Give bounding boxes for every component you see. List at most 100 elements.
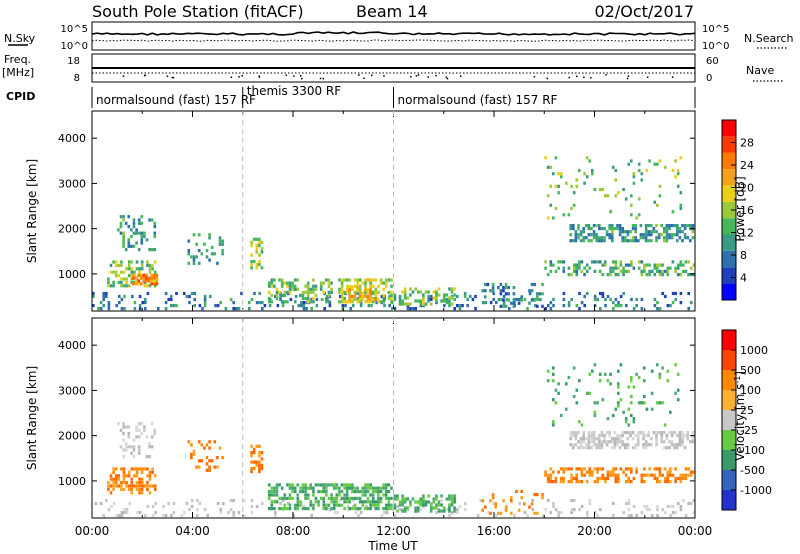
echo-cell: [585, 391, 589, 395]
echo-cell: [301, 297, 305, 301]
echo-cell: [339, 294, 342, 299]
echo-cell: [622, 470, 625, 474]
echo-cell: [142, 273, 146, 277]
echo-cell: [143, 231, 146, 235]
echo-cell: [208, 233, 211, 237]
echo-cell: [614, 467, 618, 471]
echo-cell: [569, 443, 572, 447]
echo-cell: [340, 284, 344, 288]
echo-cell: [613, 227, 617, 231]
echo-cell: [572, 434, 575, 438]
echo-cell: [575, 476, 579, 480]
echo-cell: [291, 483, 294, 487]
echo-cell: [559, 480, 563, 484]
nave-dot: [568, 76, 570, 79]
echo-cell: [463, 508, 467, 512]
echo-cell: [332, 500, 336, 504]
echo-cell: [630, 260, 633, 264]
echo-cell: [396, 494, 399, 498]
echo-cell: [107, 284, 110, 288]
echo-cell: [273, 486, 276, 490]
echo-cell: [533, 298, 536, 302]
echo-cell: [322, 486, 326, 490]
echo-cell: [445, 508, 449, 512]
echo-cell: [267, 297, 271, 301]
echo-cell: [440, 498, 443, 503]
echo-cell: [619, 363, 623, 367]
echo-cell: [107, 280, 110, 284]
echo-cell: [619, 269, 623, 273]
echo-cell: [183, 511, 186, 515]
echo-cell: [600, 236, 604, 240]
echo-cell: [137, 282, 140, 286]
colorbar-tick-label: 24: [740, 159, 754, 172]
echo-cell: [559, 476, 563, 480]
echo-cell: [671, 504, 675, 509]
echo-cell: [598, 187, 602, 192]
echo-cell: [306, 300, 310, 304]
echo-cell: [275, 493, 279, 497]
echo-cell: [614, 304, 618, 308]
echo-cell: [673, 233, 676, 237]
echo-cell: [119, 215, 123, 219]
echo-cell: [502, 304, 505, 308]
echo-cell: [123, 307, 126, 311]
echo-cell: [325, 278, 328, 282]
echo-cell: [557, 260, 560, 264]
echo-cell: [216, 261, 219, 265]
echo-cell: [557, 514, 560, 518]
echo-cell: [624, 239, 627, 243]
echo-cell: [590, 431, 593, 435]
echo-cell: [644, 239, 648, 243]
echo-cell: [640, 178, 644, 182]
echo-cell: [301, 290, 305, 294]
echo-cell: [356, 507, 359, 511]
echo-cell: [627, 514, 631, 518]
echo-cell: [611, 467, 615, 471]
y-tick-label: 4000: [58, 339, 86, 352]
echo-cell: [260, 451, 264, 455]
echo-cell: [258, 301, 261, 305]
echo-cell: [574, 431, 578, 435]
echo-cell: [338, 486, 341, 490]
echo-cell: [289, 297, 293, 302]
echo-cell: [353, 490, 357, 494]
echo-cell: [679, 273, 683, 277]
echo-cell: [608, 233, 611, 237]
echo-cell: [579, 446, 583, 450]
echo-cell: [588, 470, 592, 474]
echo-cell: [611, 165, 615, 169]
echo-cell: [575, 473, 579, 477]
echo-cell: [574, 443, 578, 447]
echo-cell: [592, 437, 596, 441]
echo-cell: [278, 483, 281, 487]
echo-cell: [585, 269, 589, 273]
echo-cell: [125, 277, 128, 281]
echo-cell: [380, 514, 384, 518]
echo-cell: [681, 443, 684, 447]
echo-cell: [660, 440, 663, 444]
echo-cell: [293, 486, 297, 490]
echo-cell: [365, 504, 368, 509]
colorbar-swatch: [722, 410, 736, 430]
echo-cell: [396, 504, 399, 509]
echo-cell: [296, 500, 300, 504]
echo-cell: [520, 295, 523, 299]
echo-cell: [357, 291, 360, 296]
echo-cell: [322, 281, 326, 285]
echo-cell: [416, 290, 420, 294]
echo-cell: [270, 486, 274, 490]
echo-cell: [229, 297, 233, 302]
echo-cell: [332, 496, 336, 500]
echo-cell: [192, 255, 196, 259]
echo-cell: [656, 476, 659, 480]
power-colorbar-label: Power [dB]: [733, 176, 747, 241]
echo-cell: [559, 467, 563, 471]
echo-cell: [210, 245, 214, 249]
echo-cell: [387, 483, 391, 487]
echo-cell: [676, 273, 680, 277]
echo-cell: [390, 300, 393, 304]
echo-cell: [515, 489, 518, 494]
